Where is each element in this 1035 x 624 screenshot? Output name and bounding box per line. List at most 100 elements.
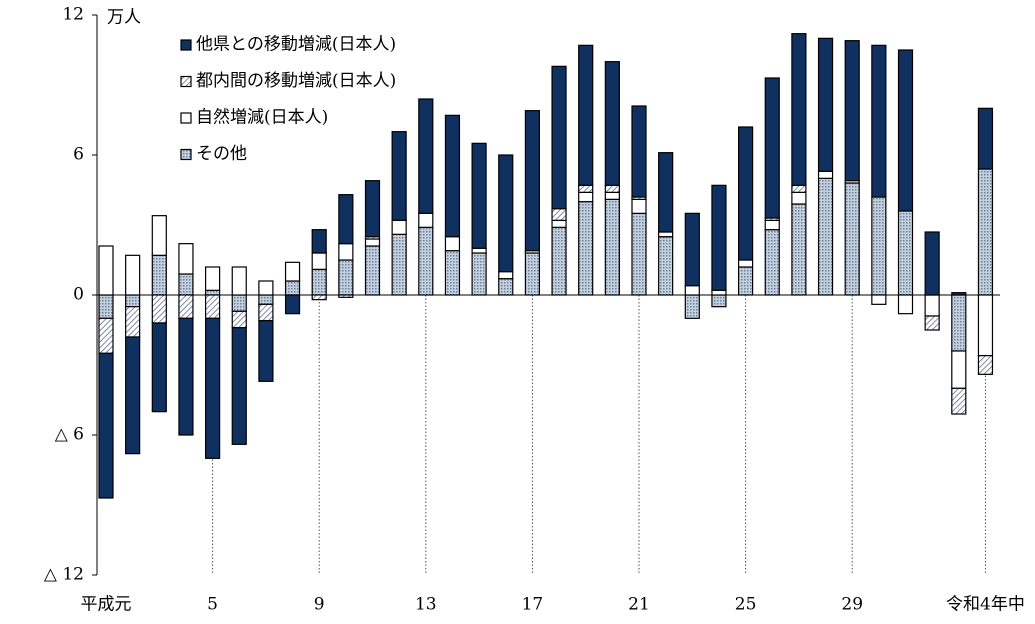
- bar-segment: [631, 105, 647, 198]
- bar-segment: [791, 184, 807, 193]
- bar-segment: [391, 233, 407, 296]
- bar-segment: [98, 317, 114, 354]
- bar-segment: [897, 294, 914, 315]
- x-tick-label: 13: [415, 595, 437, 615]
- bar-segment: [125, 336, 141, 455]
- bar-segment: [391, 219, 407, 235]
- y-tick-label: △ 6: [55, 425, 84, 445]
- bar-segment: [418, 98, 434, 214]
- bar-segment: [551, 219, 567, 228]
- bar-segment: [604, 184, 620, 193]
- bar-segment: [764, 219, 780, 231]
- bar-segment: [498, 271, 514, 280]
- bar-segment: [631, 212, 647, 296]
- bar-segment: [951, 350, 967, 389]
- bar-segment: [178, 317, 194, 436]
- bar-segment: [444, 250, 461, 296]
- bar-segment: [578, 44, 594, 186]
- bar-segment: [151, 215, 167, 256]
- bar-segment: [258, 294, 274, 305]
- bar-segment: [897, 49, 914, 212]
- bar-segment: [498, 278, 514, 296]
- bar-segment: [231, 294, 247, 312]
- bar-segment: [125, 254, 141, 296]
- bar-segment: [551, 208, 567, 221]
- y-tick-label: 6: [73, 145, 84, 165]
- bar-segment: [684, 294, 700, 319]
- bar-segment: [658, 152, 674, 233]
- bar-segment: [98, 352, 114, 499]
- bar-segment: [178, 243, 194, 275]
- x-tick-label: 21: [628, 595, 650, 615]
- bar-segment: [924, 315, 940, 331]
- bar-segment: [924, 231, 940, 296]
- bar-segment: [231, 310, 247, 329]
- bar-segment: [578, 201, 594, 296]
- bar-segment: [258, 320, 274, 382]
- y-axis-label: 万人: [107, 8, 141, 28]
- bar-segment: [338, 259, 354, 296]
- bar-segment: [977, 168, 994, 296]
- bar-segment: [311, 252, 327, 270]
- bar-segment: [418, 226, 434, 296]
- bar-segment: [951, 294, 967, 352]
- bar-segment: [737, 259, 754, 268]
- bar-segment: [364, 180, 381, 238]
- bar-segment: [658, 236, 674, 296]
- bar-segment: [871, 294, 887, 305]
- y-tick-label: △ 12: [44, 565, 84, 585]
- bar-segment: [737, 266, 754, 296]
- bar-segment: [684, 212, 700, 287]
- bar-segment: [684, 285, 700, 296]
- legend-swatch: [180, 39, 192, 51]
- bar-segment: [258, 303, 274, 322]
- bar-segment: [604, 198, 620, 296]
- bar-segment: [524, 110, 541, 252]
- bar-segment: [924, 294, 940, 317]
- bar-segment: [471, 142, 487, 249]
- bar-segment: [205, 289, 221, 296]
- legend-label: その他: [196, 144, 247, 164]
- bar-segment: [817, 177, 834, 296]
- bar-segment: [817, 37, 834, 172]
- x-tick-label: 平成元: [81, 595, 132, 615]
- bar-segment: [284, 280, 301, 296]
- bar-segment: [578, 191, 594, 203]
- bar-segment: [125, 306, 141, 338]
- y-tick-label: 12: [62, 5, 84, 25]
- bar-segment: [151, 322, 167, 413]
- bar-segment: [977, 107, 994, 170]
- y-tick-label: 0: [73, 285, 84, 305]
- bar-segment: [764, 229, 780, 296]
- bar-segment: [205, 266, 221, 291]
- bar-segment: [791, 33, 807, 186]
- bar-segment: [871, 44, 887, 198]
- bar-segment: [364, 238, 381, 247]
- x-tick-label: 17: [522, 595, 544, 615]
- x-tick-label: 29: [841, 595, 863, 615]
- bar-segment: [178, 273, 194, 296]
- bar-segment: [951, 387, 967, 415]
- bar-segment: [311, 268, 327, 296]
- x-tick-label: 9: [314, 595, 325, 615]
- legend-swatch: [180, 75, 192, 88]
- legend-swatch: [180, 112, 192, 124]
- bar-segment: [631, 198, 647, 214]
- bar-segment: [311, 229, 327, 254]
- bar-segment: [817, 170, 834, 179]
- bar-segment: [418, 212, 434, 228]
- bar-segment: [98, 294, 114, 319]
- bar-segment: [658, 231, 674, 238]
- bar-segment: [231, 327, 247, 445]
- bar-segment: [871, 196, 887, 296]
- bar-segment: [711, 289, 727, 296]
- bar-segment: [764, 77, 780, 219]
- bar-segment: [151, 254, 167, 296]
- legend-swatch: [180, 148, 192, 161]
- bar-segment: [578, 184, 594, 193]
- legend-label: 自然増減(日本人): [196, 108, 328, 128]
- bar-segment: [551, 65, 567, 210]
- bar-segment: [125, 294, 141, 308]
- bar-segment: [311, 294, 327, 301]
